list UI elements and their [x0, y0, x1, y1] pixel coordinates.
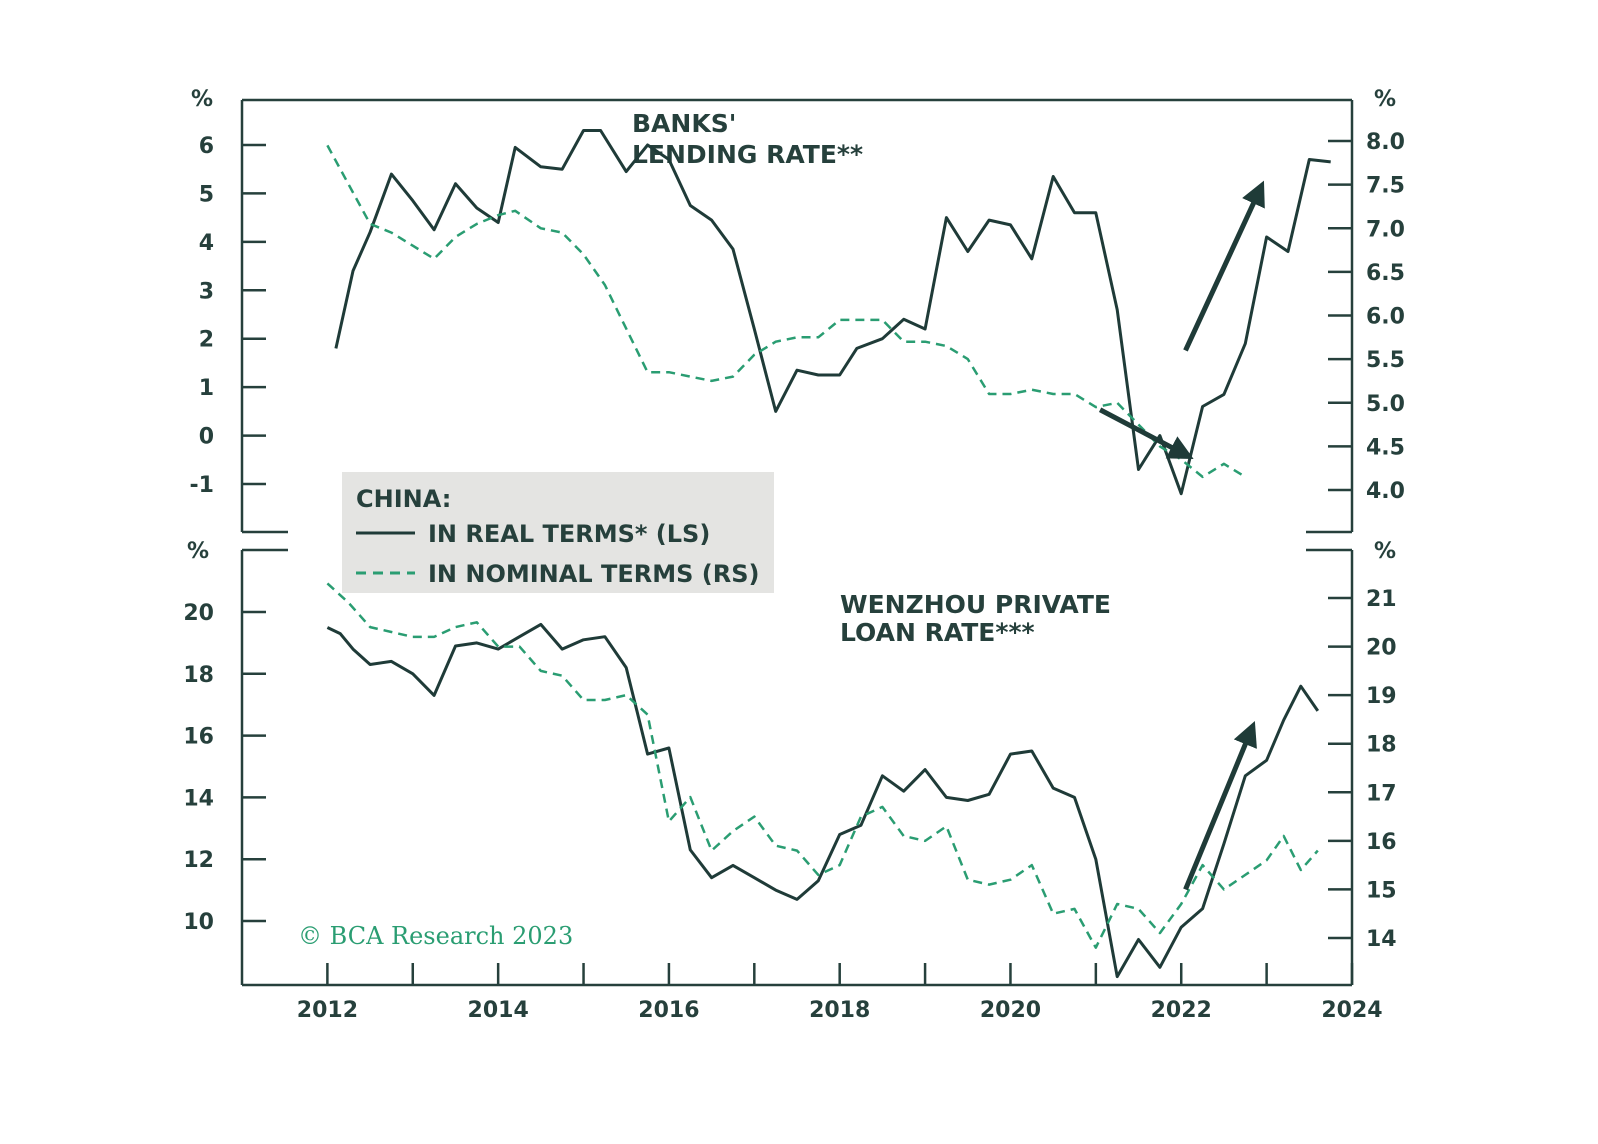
- ytick-label-right: 17: [1366, 781, 1397, 806]
- ytick-label-left: 14: [183, 786, 214, 811]
- xtick-label: 2016: [638, 998, 699, 1023]
- ytick-label-left: 20: [183, 601, 214, 626]
- ytick-label-left: 0: [199, 425, 214, 450]
- ytick-label-right: 21: [1366, 587, 1397, 612]
- plot-frames: [240, 98, 1354, 987]
- xtick-label: 2014: [468, 998, 529, 1023]
- ytick-label-left: 5: [199, 182, 214, 207]
- ytick-label-right: 7.5: [1366, 174, 1405, 199]
- bottom-right-unit: %: [1374, 539, 1396, 564]
- ytick-label-right: 19: [1366, 684, 1397, 709]
- ytick-label-left: 12: [183, 848, 214, 873]
- ytick-label-right: 5.5: [1366, 348, 1405, 373]
- top-left-unit: %: [191, 87, 213, 112]
- trend-arrow: [1183, 721, 1257, 891]
- legend-title: CHINA:: [356, 485, 451, 513]
- ytick-label-right: 8.0: [1366, 130, 1405, 155]
- trend-arrows: [1098, 180, 1265, 891]
- bottom-left-unit: %: [187, 539, 209, 564]
- ytick-label-right: 7.0: [1366, 217, 1405, 242]
- bottom-panel-title-line2: LOAN RATE***: [840, 618, 1035, 647]
- ytick-label-left: 10: [183, 910, 214, 935]
- ytick-label-right: 6.0: [1366, 305, 1405, 330]
- real-series-line-panel1: [334, 129, 1331, 496]
- ytick-label-left: 2: [199, 328, 214, 353]
- trend-arrow: [1098, 407, 1194, 460]
- ytick-label-left: 4: [199, 231, 214, 256]
- nominal-series-line-panel1: [326, 144, 1246, 479]
- ytick-label-left: -1: [190, 473, 214, 498]
- copyright-text: © BCA Research 2023: [298, 922, 573, 950]
- xtick-label: 2020: [980, 998, 1041, 1023]
- top-panel-title-line1: BANKS': [632, 109, 736, 138]
- ytick-label-right: 4.5: [1366, 435, 1405, 460]
- trend-arrow: [1183, 180, 1265, 352]
- ytick-label-left: 18: [183, 663, 214, 688]
- ytick-label-left: 3: [199, 279, 214, 304]
- ytick-label-right: 4.0: [1366, 479, 1405, 504]
- ytick-label-right: 18: [1366, 733, 1397, 758]
- xtick-label: 2012: [297, 998, 358, 1023]
- ytick-label-right: 20: [1366, 636, 1397, 661]
- ytick-label-left: 1: [199, 376, 214, 401]
- ytick-label-right: 15: [1366, 878, 1397, 903]
- ytick-label-left: 16: [183, 725, 214, 750]
- real-series-line-panel2: [326, 622, 1320, 979]
- xtick-label: 2022: [1151, 998, 1212, 1023]
- top-right-unit: %: [1374, 87, 1396, 112]
- xtick-label: 2018: [809, 998, 870, 1023]
- ytick-label-left: 6: [199, 134, 214, 159]
- legend: CHINA: IN REAL TERMS* (LS) IN NOMINAL TE…: [342, 472, 774, 593]
- axes: 6543210-18.07.57.06.56.05.55.04.54.02018…: [183, 130, 1405, 1023]
- bottom-panel-title-line1: WENZHOU PRIVATE: [840, 590, 1111, 619]
- legend-real-label: IN REAL TERMS* (LS): [428, 520, 710, 548]
- ytick-label-right: 6.5: [1366, 261, 1405, 286]
- top-panel-title-line2: LENDING RATE**: [632, 140, 863, 169]
- nominal-series-line-panel2: [326, 582, 1319, 949]
- legend-nominal-label: IN NOMINAL TERMS (RS): [428, 560, 759, 588]
- ytick-label-right: 14: [1366, 927, 1397, 952]
- ytick-label-right: 16: [1366, 830, 1397, 855]
- xtick-label: 2024: [1321, 998, 1382, 1023]
- ytick-label-right: 5.0: [1366, 392, 1405, 417]
